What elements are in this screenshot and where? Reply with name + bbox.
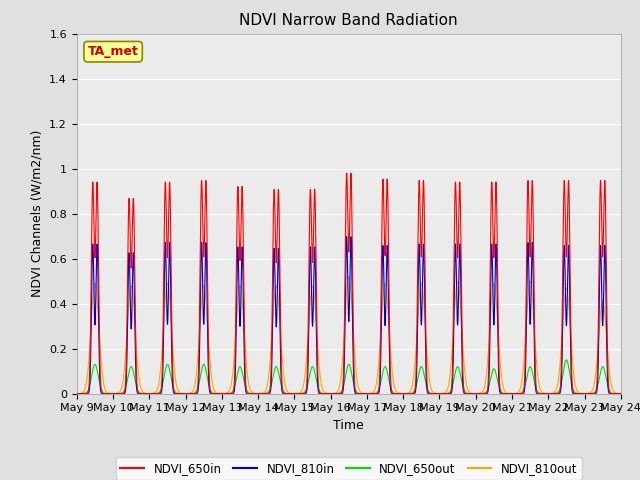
Y-axis label: NDVI Channels (W/m2/nm): NDVI Channels (W/m2/nm)	[31, 130, 44, 297]
Legend: NDVI_650in, NDVI_810in, NDVI_650out, NDVI_810out: NDVI_650in, NDVI_810in, NDVI_650out, NDV…	[116, 457, 582, 480]
X-axis label: Time: Time	[333, 419, 364, 432]
Text: TA_met: TA_met	[88, 45, 138, 58]
Title: NDVI Narrow Band Radiation: NDVI Narrow Band Radiation	[239, 13, 458, 28]
